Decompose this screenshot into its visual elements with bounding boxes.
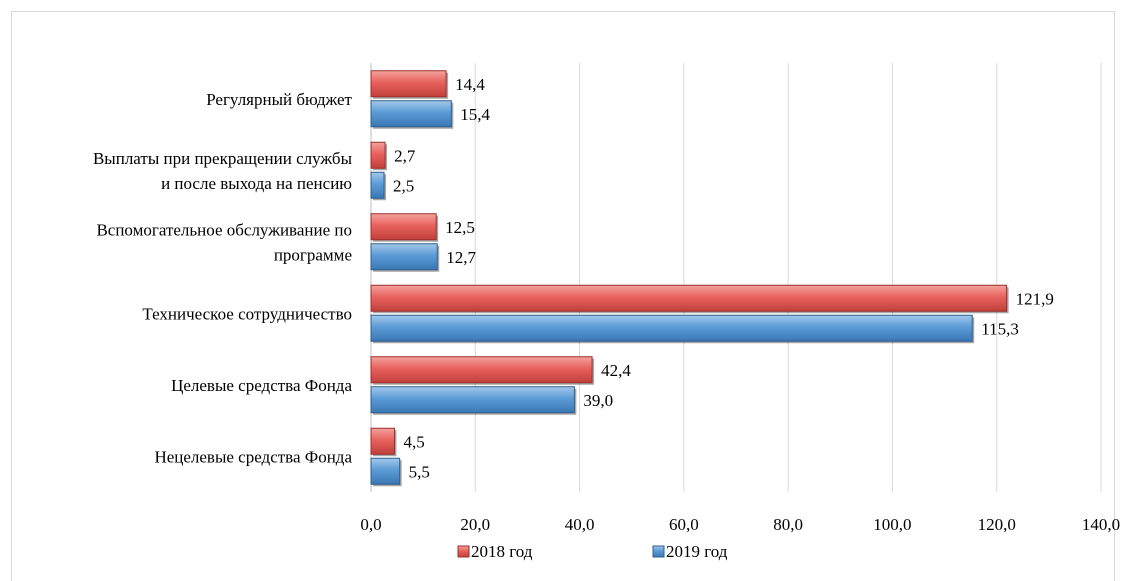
category-label: Вспомогательное обслуживание по программе	[96, 220, 352, 264]
x-tick-label: 20,0	[460, 515, 490, 534]
bar	[370, 457, 401, 485]
category-label: Выплаты при прекращении службы и после вы…	[93, 149, 353, 193]
data-label: 12,5	[445, 218, 475, 237]
x-tick-label: 140,0	[1082, 515, 1120, 534]
category-label: Нецелевые средства Фонда	[154, 447, 352, 466]
data-label: 12,7	[446, 248, 476, 267]
legend-label: 2019 год	[666, 542, 728, 561]
x-tick-label: 80,0	[773, 515, 803, 534]
bar	[370, 171, 385, 199]
x-tick-labels: 0,0 20,0 40,0 60,0 80,0 100,0 120,0 140,0	[360, 515, 1120, 534]
bar	[370, 243, 438, 271]
x-tick-label: 100,0	[873, 515, 911, 534]
x-tick-label: 60,0	[669, 515, 699, 534]
bar	[370, 427, 395, 455]
bar	[370, 70, 447, 98]
category-label: Целевые средства Фонда	[171, 376, 352, 395]
legend-swatch	[457, 545, 470, 558]
legend-swatch	[652, 545, 665, 558]
x-tick-label: 120,0	[978, 515, 1016, 534]
data-label: 39,0	[583, 391, 613, 410]
data-labels: 14,4 15,4 2,7 2,5 12,5 12,7 121,9 115,3 42,4 39,0…	[393, 75, 1054, 482]
bar	[370, 213, 437, 241]
bar	[370, 141, 386, 169]
data-label: 14,4	[455, 75, 485, 94]
bars-group	[370, 70, 1009, 487]
x-tick-label: 40,0	[565, 515, 595, 534]
bar	[370, 386, 575, 414]
data-label: 42,4	[601, 361, 631, 380]
chart-frame	[11, 11, 1115, 581]
category-labels: Регулярный бюджет Выплаты при прекращении…	[93, 90, 353, 467]
data-label: 115,3	[981, 319, 1019, 338]
bar	[370, 314, 973, 342]
legend-label: 2018 год	[471, 542, 533, 561]
data-label: 2,7	[394, 146, 416, 165]
category-label: Техническое сотрудничество	[142, 304, 352, 323]
data-label: 15,4	[460, 105, 490, 124]
bar	[370, 284, 1008, 312]
data-label: 4,5	[403, 432, 424, 451]
gridlines	[370, 63, 1102, 492]
bar	[370, 100, 452, 128]
data-label: 2,5	[393, 176, 414, 195]
legend: 2018 год 2019 год	[457, 542, 728, 561]
data-label: 5,5	[409, 462, 430, 481]
x-tick-label: 0,0	[360, 515, 381, 534]
bar	[370, 356, 593, 384]
data-label: 121,9	[1016, 289, 1054, 308]
category-label: Регулярный бюджет	[206, 90, 352, 109]
